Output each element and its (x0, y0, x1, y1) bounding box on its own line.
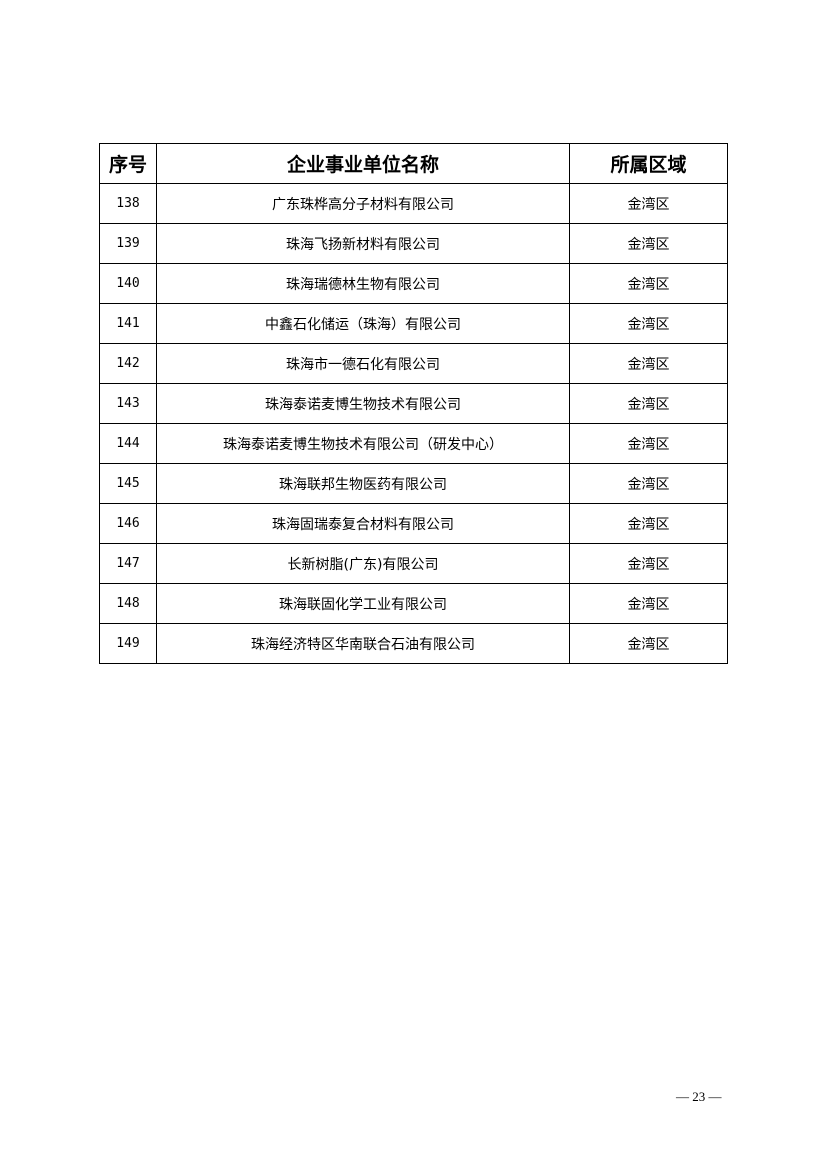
header-region: 所属区域 (569, 143, 728, 184)
table-row: 142 珠海市一德石化有限公司 金湾区 (99, 343, 728, 384)
name-cell: 珠海瑞德林生物有限公司 (156, 263, 570, 304)
region-cell: 金湾区 (569, 463, 728, 504)
table-row: 141 中鑫石化储运（珠海）有限公司 金湾区 (99, 303, 728, 344)
table-row: 146 珠海固瑞泰复合材料有限公司 金湾区 (99, 503, 728, 544)
name-cell: 珠海市一德石化有限公司 (156, 343, 570, 384)
region-cell: 金湾区 (569, 303, 728, 344)
header-index: 序号 (99, 143, 157, 184)
table-row: 143 珠海泰诺麦博生物技术有限公司 金湾区 (99, 383, 728, 424)
region-cell: 金湾区 (569, 623, 728, 664)
region-cell: 金湾区 (569, 503, 728, 544)
name-cell: 中鑫石化储运（珠海）有限公司 (156, 303, 570, 344)
table-row: 149 珠海经济特区华南联合石油有限公司 金湾区 (99, 623, 728, 664)
index-cell: 148 (99, 583, 157, 624)
region-cell: 金湾区 (569, 223, 728, 264)
index-cell: 139 (99, 223, 157, 264)
name-cell: 广东珠桦高分子材料有限公司 (156, 183, 570, 224)
index-cell: 146 (99, 503, 157, 544)
page-number: — 23 — (676, 1089, 722, 1104)
name-cell: 珠海联固化学工业有限公司 (156, 583, 570, 624)
table-row: 144 珠海泰诺麦博生物技术有限公司（研发中心） 金湾区 (99, 423, 728, 464)
index-cell: 141 (99, 303, 157, 344)
region-cell: 金湾区 (569, 583, 728, 624)
index-cell: 144 (99, 423, 157, 464)
region-cell: 金湾区 (569, 423, 728, 464)
table-row: 148 珠海联固化学工业有限公司 金湾区 (99, 583, 728, 624)
index-cell: 143 (99, 383, 157, 424)
region-cell: 金湾区 (569, 543, 728, 584)
index-cell: 145 (99, 463, 157, 504)
region-cell: 金湾区 (569, 343, 728, 384)
index-cell: 147 (99, 543, 157, 584)
region-cell: 金湾区 (569, 383, 728, 424)
name-cell: 珠海飞扬新材料有限公司 (156, 223, 570, 264)
index-cell: 142 (99, 343, 157, 384)
table-row: 147 长新树脂(广东)有限公司 金湾区 (99, 543, 728, 584)
name-cell: 珠海经济特区华南联合石油有限公司 (156, 623, 570, 664)
header-name: 企业事业单位名称 (156, 143, 570, 184)
region-cell: 金湾区 (569, 263, 728, 304)
table-row: 145 珠海联邦生物医药有限公司 金湾区 (99, 463, 728, 504)
name-cell: 珠海泰诺麦博生物技术有限公司 (156, 383, 570, 424)
table-row: 138 广东珠桦高分子材料有限公司 金湾区 (99, 183, 728, 224)
name-cell: 珠海固瑞泰复合材料有限公司 (156, 503, 570, 544)
table-header-row: 序号 企业事业单位名称 所属区域 (99, 143, 728, 184)
table-row: 139 珠海飞扬新材料有限公司 金湾区 (99, 223, 728, 264)
enterprise-table: 序号 企业事业单位名称 所属区域 138 广东珠桦高分子材料有限公司 金湾区 139 珠… (99, 143, 728, 664)
region-cell: 金湾区 (569, 183, 728, 224)
table-row: 140 珠海瑞德林生物有限公司 金湾区 (99, 263, 728, 304)
index-cell: 140 (99, 263, 157, 304)
index-cell: 149 (99, 623, 157, 664)
name-cell: 长新树脂(广东)有限公司 (156, 543, 570, 584)
index-cell: 138 (99, 183, 157, 224)
name-cell: 珠海联邦生物医药有限公司 (156, 463, 570, 504)
name-cell: 珠海泰诺麦博生物技术有限公司（研发中心） (156, 423, 570, 464)
